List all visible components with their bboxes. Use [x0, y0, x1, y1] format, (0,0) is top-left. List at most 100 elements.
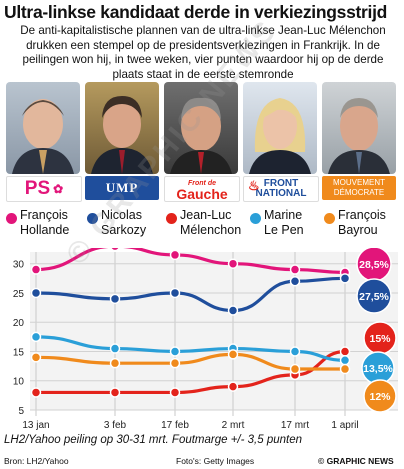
intro-line: plaats staat in de eerste stemronde [112, 67, 294, 81]
data-point [30, 331, 42, 343]
candidate-photos: PS ✿ UMP Front de Gauche ♨ FRONT NATIONA… [6, 82, 398, 202]
intro-line: peilingen won hij, in twee weken, vier p… [22, 53, 384, 67]
legend-dot [250, 213, 261, 224]
data-point [227, 305, 239, 316]
rose-icon: ✿ [53, 182, 64, 196]
legend-line1: Nicolas [101, 208, 142, 222]
legend-line1: Marine [264, 208, 303, 222]
legend-label: Marine Le Pen [264, 208, 304, 238]
intro-line: De anti-kapitalistische plannen van de u… [20, 24, 386, 37]
logo-front-de-gauche: Front de Gauche [164, 176, 240, 202]
legend-label: Jean-Luc Mélenchon [180, 208, 241, 238]
data-point [289, 264, 301, 275]
x-tick-label: 1 april [331, 420, 358, 431]
candidate-card-sarkozy: UMP [85, 82, 159, 200]
end-value-label: 28,5% [359, 259, 389, 271]
legend-label: Nicolas Sarkozy [101, 208, 146, 238]
end-value-label: 13,5% [363, 363, 393, 375]
x-tick-label: 17 mrt [281, 420, 310, 431]
data-point [30, 264, 42, 275]
data-point [169, 287, 181, 299]
y-tick-label: 5 [18, 406, 24, 417]
data-point [169, 357, 181, 369]
intro-line: drukken een stempel op de presidentsverk… [26, 38, 380, 52]
logo-ps: PS ✿ [6, 176, 82, 202]
series-line [36, 349, 346, 395]
logo-modem-line2: DÉMOCRATE [333, 188, 385, 197]
data-point [109, 357, 121, 369]
y-tick-label: 20 [13, 318, 25, 329]
legend-dot [6, 213, 17, 224]
end-value-badge [363, 379, 397, 413]
logo-fn-line1: FRONT [263, 178, 299, 189]
page-title: Ultra-linkse kandidaat derde in verkiezi… [4, 2, 388, 22]
legend-dot [87, 213, 98, 224]
legend-dot [166, 213, 177, 224]
source-credit: Bron: LH2/Yahoo [4, 456, 69, 466]
legend-label: François Bayrou [338, 208, 386, 238]
legend-line1: François [20, 208, 68, 222]
copyright: © GRAPHIC NEWS [318, 456, 394, 466]
poll-line-chart: 13 jan 3 feb 17 feb 2 mrt 17 mrt 1 april 5 10 15… [13, 248, 398, 431]
photo-melenchon [164, 82, 238, 174]
intro-text: De anti-kapitalistische plannen van de u… [10, 24, 396, 82]
data-point [227, 349, 239, 360]
end-value-badge [356, 278, 392, 314]
data-point [110, 248, 120, 252]
y-tick-label: 10 [13, 377, 25, 388]
y-tick-label: 30 [13, 260, 25, 271]
legend-line1: François [338, 208, 386, 222]
photo-sarkozy [85, 82, 159, 174]
data-point [227, 381, 239, 392]
logo-ump: UMP [85, 176, 159, 200]
logo-modem: MOUVEMENT DÉMOCRATE [322, 176, 396, 200]
logo-fdg-text: Gauche [176, 186, 228, 202]
data-point [30, 387, 42, 398]
x-tick-label: 13 jan [22, 420, 49, 431]
x-tick-label: 3 feb [104, 420, 127, 431]
data-point [30, 352, 42, 363]
logo-fn-line2: NATIONAL [255, 188, 307, 199]
legend-line2: Le Pen [264, 223, 304, 237]
legend-line1: Jean-Luc [180, 208, 232, 222]
logo-ump-text: UMP [105, 180, 139, 195]
data-point [289, 346, 301, 357]
logo-front-national: ♨ FRONT NATIONAL [243, 176, 319, 202]
photo-lepen [243, 82, 317, 174]
data-point [109, 343, 121, 354]
data-point [339, 273, 351, 284]
data-point [109, 387, 121, 398]
flame-icon: ♨ [248, 178, 260, 193]
end-value-label: 27,5% [359, 291, 389, 303]
logo-modem-line1: MOUVEMENT [333, 178, 385, 187]
legend-line2: Sarkozy [101, 223, 147, 237]
y-tick-label: 15 [13, 347, 25, 358]
data-point [169, 387, 181, 398]
end-value-label: 12% [369, 391, 391, 403]
data-point [289, 363, 301, 375]
candidate-card-hollande: PS ✿ [6, 82, 82, 202]
logo-fdg-small: Front de [188, 180, 216, 187]
photo-credit: Foto's: Getty Images [176, 456, 255, 466]
end-value-label: 15% [369, 333, 391, 345]
legend-dot [324, 213, 335, 224]
chart-legend: François Hollande Nicolas Sarkozy Jean-Luc… [0, 208, 404, 252]
data-point [339, 355, 351, 366]
data-point [339, 346, 351, 357]
y-tick-label: 25 [13, 289, 25, 300]
data-point [169, 249, 181, 261]
data-point [109, 293, 121, 305]
logo-ps-text: PS [24, 178, 51, 199]
photo-bayrou [322, 82, 396, 174]
legend-label: François Hollande [20, 208, 69, 238]
legend-line2: Hollande [20, 223, 70, 237]
candidate-card-lepen: ♨ FRONT NATIONAL [243, 82, 319, 202]
footnote: LH2/Yahoo peiling op 30-31 mrt. Foutmarg… [4, 434, 303, 446]
data-point [289, 276, 301, 287]
legend-line2: Mélenchon [180, 223, 242, 237]
x-tick-label: 17 feb [161, 420, 189, 431]
photo-hollande [6, 82, 80, 174]
legend-line2: Bayrou [338, 223, 378, 237]
data-point [339, 363, 351, 375]
candidate-card-melenchon: Front de Gauche [164, 82, 240, 202]
